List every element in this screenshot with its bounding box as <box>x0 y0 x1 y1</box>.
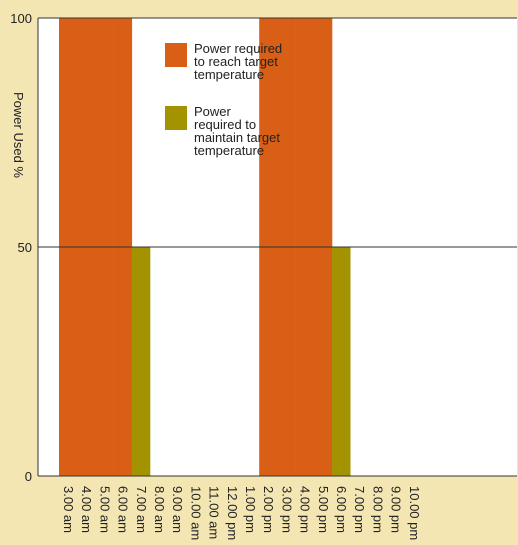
legend-label: temperature <box>194 143 264 158</box>
x-tick-label: 9.00 pm <box>389 486 404 533</box>
y-tick-label: 0 <box>25 469 32 484</box>
x-tick-label: 8.00 am <box>152 486 167 533</box>
x-tick-label: 5.00 am <box>97 486 112 533</box>
x-tick-label: 4.00 am <box>79 486 94 533</box>
bar-maintain-15 <box>332 247 351 476</box>
x-tick-label: 4.00 pm <box>298 486 313 533</box>
legend-swatch-0 <box>165 43 187 67</box>
x-tick-label: 3.00 pm <box>279 486 294 533</box>
legend-label: temperature <box>194 67 264 82</box>
y-tick-label: 50 <box>18 240 32 255</box>
x-tick-label: 11.00 am <box>207 486 222 539</box>
x-tick-label: 7.00 am <box>134 486 149 533</box>
x-tick-label: 1.00 pm <box>243 486 258 533</box>
y-axis-label: Power Used % <box>11 92 26 178</box>
bar-maintain-4 <box>131 247 151 476</box>
x-tick-label: 12.00 pm <box>225 486 240 540</box>
x-tick-label: 6.00 am <box>116 486 131 533</box>
legend-label: Power <box>194 104 232 119</box>
y-tick-label: 100 <box>10 11 32 26</box>
x-tick-label: 10.00 pm <box>407 486 422 540</box>
legend-label: maintain target <box>194 130 280 145</box>
x-tick-label: 6.00 pm <box>334 486 349 533</box>
x-tick-label: 8.00 pm <box>370 486 385 533</box>
x-tick-label: 10.00 am <box>188 486 203 540</box>
legend-label: required to <box>194 117 256 132</box>
x-tick-label: 7.00 pm <box>352 486 367 533</box>
x-tick-label: 5.00 pm <box>316 486 331 533</box>
x-tick-label: 2.00 pm <box>261 486 276 533</box>
x-tick-label: 9.00 am <box>170 486 185 533</box>
legend-label: Power required <box>194 41 282 56</box>
legend-label: to reach target <box>194 54 278 69</box>
x-tick-label: 3.00 am <box>61 486 76 533</box>
legend-swatch-1 <box>165 106 187 130</box>
